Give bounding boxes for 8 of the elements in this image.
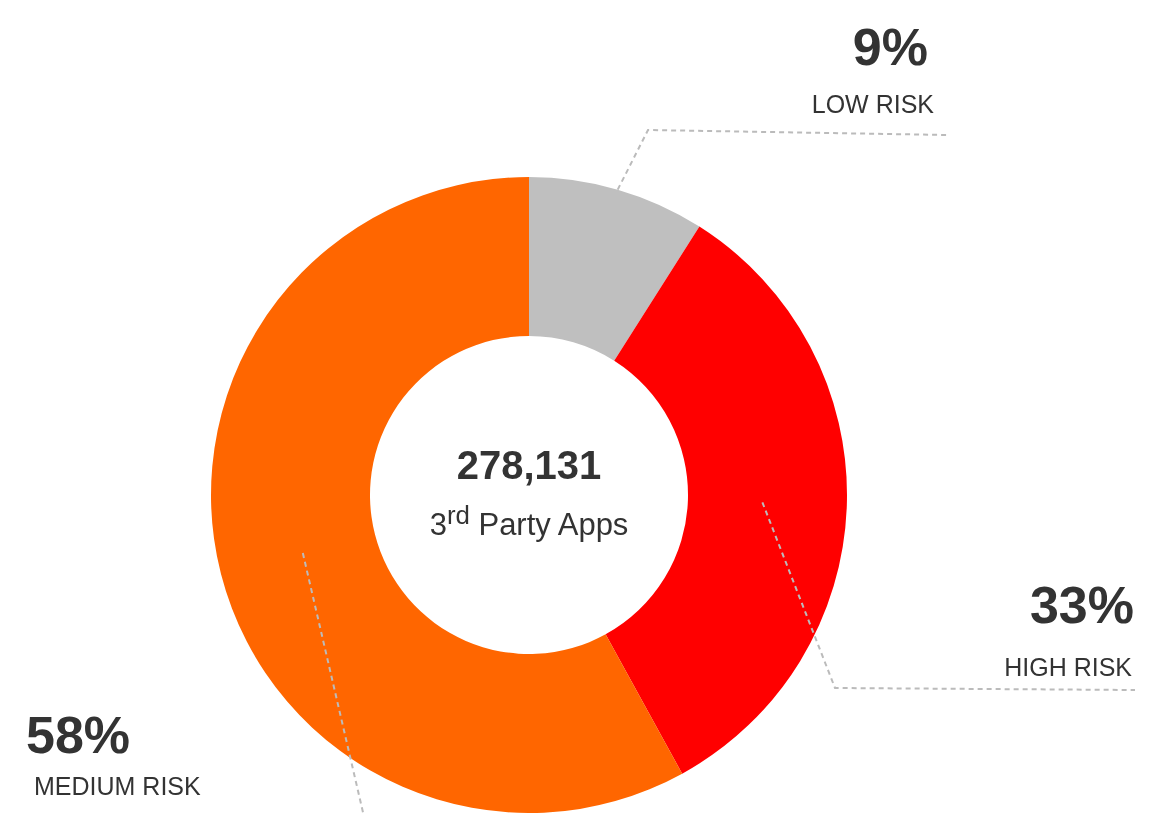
slice-label: LOW RISK (811, 90, 935, 118)
data-label: 9% (852, 18, 928, 76)
data-label: 58% (26, 706, 131, 764)
text: 3$^{rd}$ Party Apps (428, 500, 630, 545)
slice-label: HIGH RISK (1004, 653, 1133, 681)
data-label: 33% (1029, 576, 1134, 634)
slice-label: MEDIUM RISK (34, 772, 201, 800)
text: 278,131 (455, 443, 603, 487)
